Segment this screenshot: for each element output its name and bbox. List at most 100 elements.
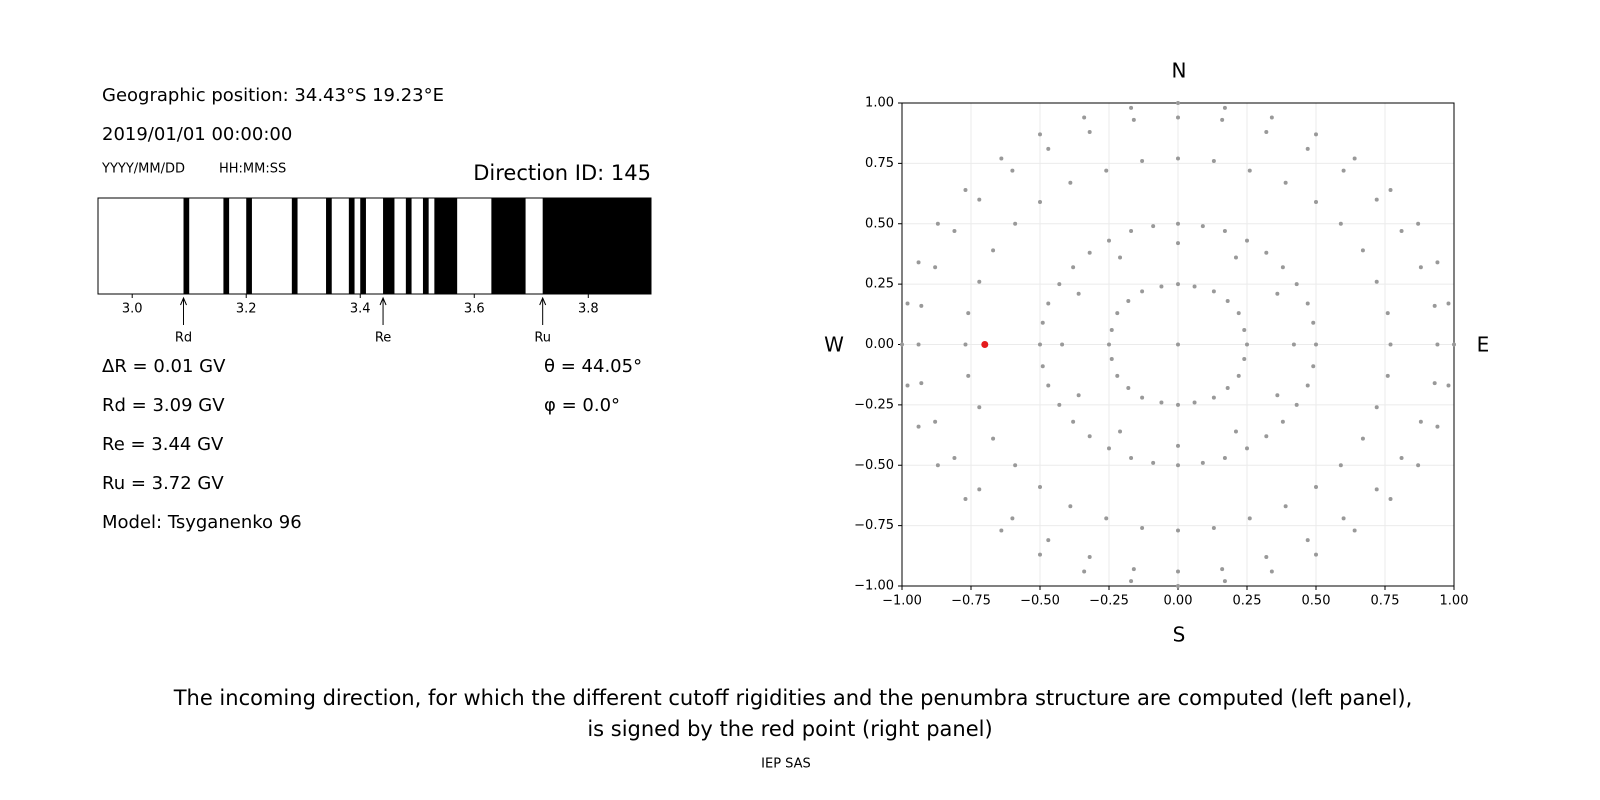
direction-point [1126, 299, 1131, 304]
direction-point [1418, 265, 1423, 270]
arrow-head [379, 296, 387, 306]
direction-point [999, 156, 1004, 161]
direction-point [1305, 383, 1310, 388]
direction-point [1038, 552, 1042, 557]
direction-point [1040, 364, 1045, 369]
caption-line: The incoming direction, for which the di… [173, 686, 1413, 710]
direction-point [963, 497, 968, 502]
direction-point [1192, 400, 1197, 405]
north-label: N [1172, 59, 1187, 83]
x-tick-label: −0.25 [1089, 594, 1129, 609]
direction-point [1388, 342, 1393, 347]
direction-point [1222, 456, 1227, 461]
forbidden-band [291, 198, 298, 294]
direction-point [919, 381, 924, 386]
direction-point [1076, 393, 1081, 398]
direction-point [1040, 320, 1045, 325]
caption-line: is signed by the red point (right panel) [587, 717, 992, 741]
direction-point [1129, 579, 1134, 584]
direction-point [1280, 265, 1285, 270]
direction-point [1068, 180, 1073, 185]
forbidden-band [383, 198, 395, 294]
direction-point [1151, 224, 1156, 229]
x-tick-label: 3.8 [578, 302, 599, 317]
forbidden-band [542, 198, 651, 294]
direction-point [1126, 385, 1131, 390]
direction-point [1057, 282, 1062, 287]
direction-point [966, 373, 971, 378]
forbidden-band [223, 198, 230, 294]
direction-point [1247, 168, 1252, 173]
direction-point [991, 248, 996, 253]
direction-point [1269, 569, 1274, 574]
direction-point [977, 279, 982, 284]
direction-point [952, 228, 957, 233]
direction-point [1264, 250, 1269, 255]
direction-point [1082, 115, 1087, 120]
y-tick-label: 0.50 [865, 216, 894, 231]
direction-point [1176, 402, 1180, 407]
direction-point [1305, 146, 1310, 151]
direction-point [1360, 436, 1365, 441]
direction-point [933, 419, 938, 424]
direction-point [966, 311, 971, 316]
direction-point [1245, 446, 1249, 451]
direction-point [963, 342, 968, 347]
direction-point [1118, 255, 1123, 260]
direction-point [1118, 429, 1123, 434]
direction-point [1129, 456, 1134, 461]
direction-point [1291, 342, 1296, 347]
direction-point [1222, 579, 1227, 584]
angle-phi: φ = 0.0° [544, 395, 620, 416]
y-tick-label: 1.00 [865, 96, 894, 111]
direction-point [1115, 373, 1120, 378]
x-tick-label: 3.0 [122, 302, 143, 317]
x-tick-label: 0.25 [1233, 594, 1262, 609]
direction-point [1159, 284, 1164, 289]
direction-point [1200, 460, 1205, 465]
direction-point [1109, 328, 1114, 333]
y-tick-label: 0.25 [865, 277, 894, 292]
x-tick-label: 1.00 [1440, 594, 1469, 609]
direction-point [1176, 241, 1180, 246]
direction-point [1129, 105, 1134, 110]
direction-point [1247, 516, 1252, 521]
info-line: Rd = 3.09 GV [102, 395, 225, 416]
direction-point [1176, 282, 1180, 287]
direction-point [1374, 197, 1379, 202]
direction-point [1374, 405, 1379, 410]
direction-point [1416, 221, 1421, 226]
direction-point [905, 301, 910, 306]
direction-point [1068, 504, 1073, 509]
forbidden-band [405, 198, 412, 294]
direction-point [1314, 132, 1318, 137]
direction-point [1452, 342, 1456, 347]
direction-point [1151, 460, 1156, 465]
direction-point [1385, 311, 1390, 316]
direction-point [1242, 328, 1247, 333]
x-tick-label: −1.00 [882, 594, 922, 609]
x-tick-label: −0.75 [951, 594, 991, 609]
direction-point [1176, 463, 1180, 468]
direction-point [1385, 373, 1390, 378]
x-tick-label: 0.00 [1164, 594, 1193, 609]
direction-point [1109, 356, 1114, 361]
direction-point [1220, 567, 1225, 572]
x-tick-label: 0.50 [1302, 594, 1331, 609]
annotation-label: Rd [175, 331, 192, 346]
direction-point [1294, 402, 1299, 407]
direction-point [977, 487, 982, 492]
direction-point [1314, 342, 1318, 347]
direction-point [1159, 400, 1164, 405]
direction-point [935, 221, 940, 226]
date-format: YYYY/MM/DD [101, 162, 185, 177]
info-line: Model: Tsyganenko 96 [102, 512, 302, 533]
forbidden-band [326, 198, 332, 294]
direction-point [1200, 224, 1205, 229]
direction-point [1046, 538, 1051, 543]
footer: IEP SAS [761, 757, 811, 772]
direction-point [991, 436, 996, 441]
direction-point [916, 260, 921, 265]
direction-point [1283, 180, 1288, 185]
direction-point [1225, 299, 1230, 304]
